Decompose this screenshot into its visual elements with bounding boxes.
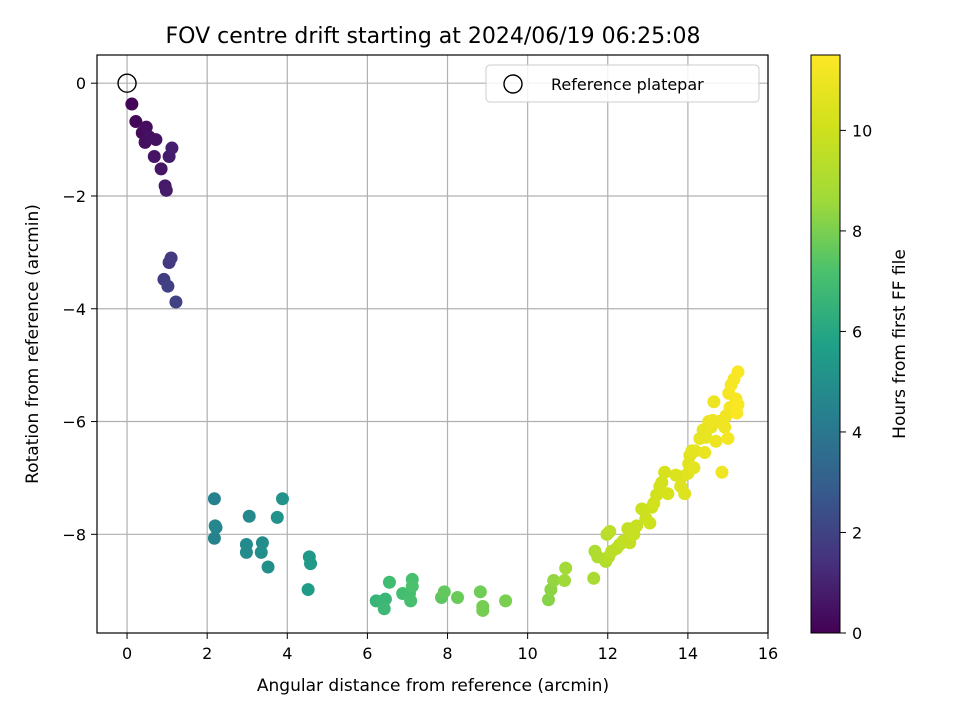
data-point xyxy=(149,133,163,147)
data-point xyxy=(239,545,253,559)
data-point xyxy=(731,398,745,412)
data-point xyxy=(709,434,723,448)
data-point xyxy=(154,162,168,176)
data-point xyxy=(718,420,732,434)
data-point xyxy=(476,603,490,617)
data-point xyxy=(147,150,161,164)
data-point xyxy=(405,579,419,593)
reference-marker xyxy=(117,73,137,93)
data-point xyxy=(261,560,275,574)
grid-lines xyxy=(97,55,769,633)
y-axis-ticks: 0 −2 −4 −6 −8 xyxy=(62,74,97,544)
data-point xyxy=(687,461,701,475)
data-point xyxy=(165,141,179,155)
data-point xyxy=(721,431,735,445)
data-point xyxy=(437,585,451,599)
chart-title: FOV centre drift starting at 2024/06/19 … xyxy=(166,24,701,49)
data-point xyxy=(207,531,221,545)
x-axis-label: Angular distance from reference (arcmin) xyxy=(257,676,609,696)
data-point xyxy=(603,524,617,538)
colorbar-tick-label: 8 xyxy=(852,222,862,241)
legend-box xyxy=(485,64,760,103)
reference-marker-group xyxy=(117,73,137,93)
data-point xyxy=(242,509,256,523)
data-point xyxy=(208,519,222,533)
data-point xyxy=(164,251,178,265)
y-tick-label: −4 xyxy=(62,300,86,319)
data-point xyxy=(688,444,702,458)
x-tick-label: 14 xyxy=(678,644,698,663)
data-point xyxy=(731,365,745,379)
data-point xyxy=(161,279,175,293)
colorbar-label: Hours from first FF file xyxy=(890,249,910,439)
data-point xyxy=(275,492,289,506)
data-point xyxy=(699,430,713,444)
data-point xyxy=(547,574,561,588)
x-tick-label: 0 xyxy=(122,644,132,663)
data-point xyxy=(129,115,143,129)
x-tick-label: 6 xyxy=(362,644,372,663)
data-point xyxy=(254,545,268,559)
y-tick-label: −2 xyxy=(62,187,86,206)
data-point xyxy=(715,465,729,479)
x-tick-label: 4 xyxy=(282,644,292,663)
data-point xyxy=(169,295,183,309)
y-tick-label: 0 xyxy=(76,74,86,93)
y-axis-label: Rotation from reference (arcmin) xyxy=(23,204,43,484)
data-point xyxy=(301,583,315,597)
data-point xyxy=(661,487,675,501)
legend: Reference platepar xyxy=(485,64,760,103)
data-point xyxy=(270,510,284,524)
data-point xyxy=(255,536,269,550)
colorbar-tick-label: 4 xyxy=(852,423,862,442)
data-point xyxy=(587,571,601,585)
data-point xyxy=(655,475,669,489)
data-point xyxy=(707,395,721,409)
data-point xyxy=(557,574,571,588)
data-point xyxy=(678,487,692,501)
x-tick-label: 12 xyxy=(598,644,618,663)
data-point xyxy=(304,557,318,571)
colorbar-gradient xyxy=(810,54,841,634)
colorbar-tick-label: 0 xyxy=(852,624,862,643)
data-point xyxy=(159,183,173,197)
data-point xyxy=(658,465,672,479)
colorbar-tick-label: 6 xyxy=(852,322,862,341)
data-points xyxy=(125,97,745,617)
data-point xyxy=(473,585,487,599)
data-point xyxy=(207,492,221,506)
data-point xyxy=(559,561,573,575)
data-point xyxy=(125,97,139,111)
x-axis-ticks: 0 2 4 6 8 10 12 14 16 xyxy=(122,633,778,663)
data-point xyxy=(377,602,391,616)
colorbar-tick-label: 10 xyxy=(852,121,872,140)
data-point xyxy=(499,594,513,608)
x-tick-label: 16 xyxy=(758,644,778,663)
data-point xyxy=(643,516,657,530)
y-tick-label: −8 xyxy=(62,525,86,544)
colorbar-ticks: 0 2 4 6 8 10 xyxy=(840,121,872,643)
data-point xyxy=(378,592,392,606)
colorbar: 0 2 4 6 8 10 Hours from first FF file xyxy=(810,54,910,643)
data-point xyxy=(451,590,465,604)
data-point xyxy=(698,446,712,460)
data-point xyxy=(404,594,418,608)
data-point xyxy=(630,519,644,533)
legend-label: Reference platepar xyxy=(551,75,704,94)
x-tick-label: 8 xyxy=(442,644,452,663)
x-tick-label: 10 xyxy=(517,644,537,663)
data-point xyxy=(541,593,555,607)
plot-frame xyxy=(96,54,769,634)
legend-reference-marker xyxy=(503,74,523,94)
x-tick-label: 2 xyxy=(202,644,212,663)
colorbar-tick-label: 2 xyxy=(852,523,862,542)
data-point xyxy=(382,575,396,589)
y-tick-label: −6 xyxy=(62,413,86,432)
